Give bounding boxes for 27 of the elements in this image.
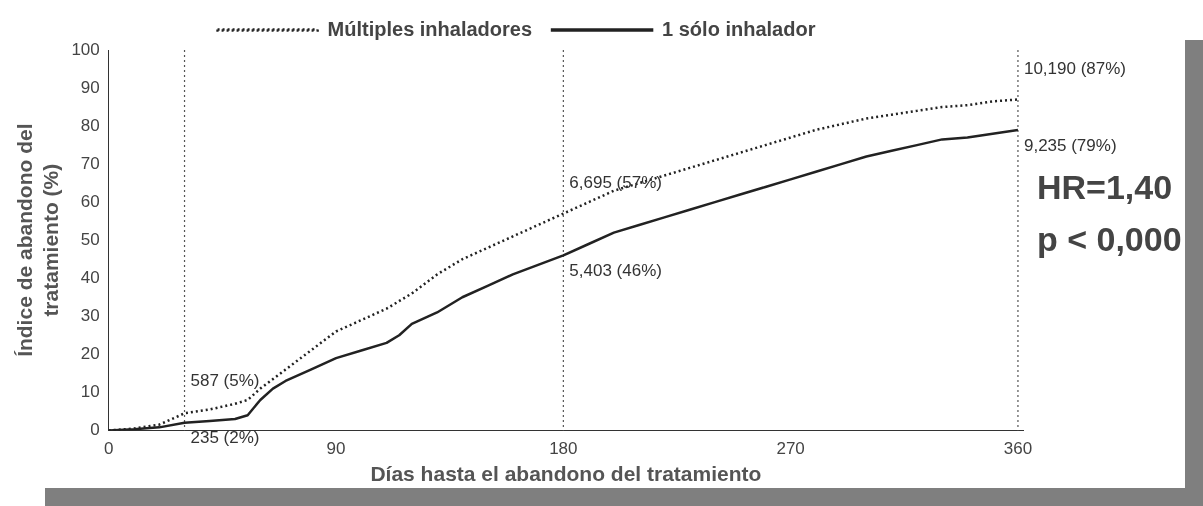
x-axis-title: Días hasta el abandono del tratamiento (370, 462, 762, 486)
annotation: 587 (5%) (190, 371, 260, 391)
y-tick-label: 0 (90, 420, 100, 440)
y-tick-label: 70 (80, 153, 100, 173)
y-tick-label: 60 (80, 191, 100, 211)
x-tick-label: 0 (104, 439, 114, 459)
legend-label: Múltiples inhaladores (327, 17, 533, 40)
y-tick-label: 20 (80, 344, 100, 364)
annotation: 9,235 (79%) (1023, 135, 1117, 155)
y-tick-label: 40 (80, 267, 100, 287)
x-tick-label: 360 (1003, 439, 1033, 459)
x-tick-label: 90 (326, 439, 346, 459)
y-tick-label: 90 (80, 77, 100, 97)
y-tick-label: 30 (80, 305, 100, 325)
y-axis-title: Índice de abandono del tratamiento (%) (13, 123, 62, 357)
text: HR=1,40 (1037, 168, 1173, 207)
y-tick-label: 10 (80, 382, 100, 402)
y-tick-label: 80 (80, 115, 100, 135)
x-tick-label: 180 (549, 439, 578, 459)
y-tick-label: 100 (71, 39, 100, 59)
legend-label: 1 sólo inhalador (662, 17, 816, 40)
annotation: 10,190 (87%) (1023, 59, 1127, 79)
y-tick-label: 50 (80, 229, 100, 249)
annotation: 5,403 (46%) (569, 261, 662, 281)
text: p < 0,000 (1037, 220, 1182, 259)
annotation: 235 (2%) (190, 428, 260, 448)
x-tick-label: 270 (776, 439, 805, 459)
